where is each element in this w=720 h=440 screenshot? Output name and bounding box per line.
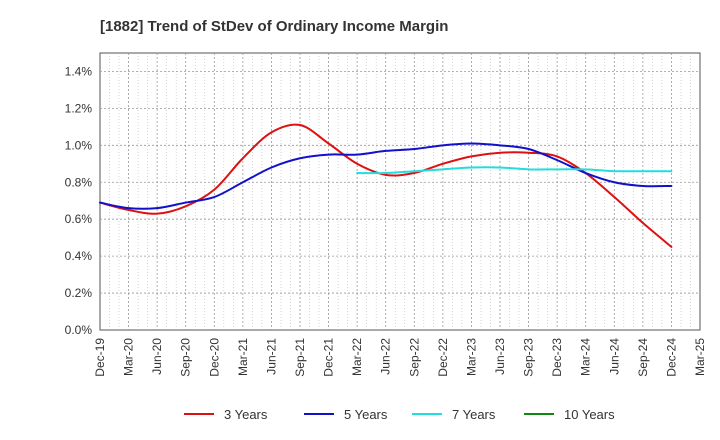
x-tick-label: Sep-20 bbox=[179, 338, 193, 377]
legend-label: 7 Years bbox=[452, 407, 496, 422]
plot-area bbox=[99, 52, 701, 331]
x-tick-label: Dec-23 bbox=[550, 338, 564, 377]
y-axis: 0.0% 0.2% 0.4% 0.6% 0.8% 1.0% 1.2% 1.4% bbox=[65, 64, 93, 337]
x-tick-label: Sep-23 bbox=[522, 338, 536, 377]
y-tick-label: 0.0% bbox=[65, 323, 93, 337]
y-tick-label: 1.0% bbox=[65, 138, 93, 152]
chart-title: [1882] Trend of StDev of Ordinary Income… bbox=[100, 18, 448, 35]
y-tick-label: 1.2% bbox=[65, 101, 93, 115]
x-tick-label: Mar-22 bbox=[350, 338, 364, 376]
x-tick-label: Jun-20 bbox=[150, 338, 164, 375]
x-tick-label: Sep-24 bbox=[636, 338, 650, 377]
series-lines bbox=[99, 123, 673, 248]
x-tick-label: Dec-21 bbox=[322, 338, 336, 377]
x-tick-label: Dec-22 bbox=[436, 338, 450, 377]
x-tick-label: Dec-19 bbox=[93, 338, 107, 377]
x-tick-label: Mar-23 bbox=[464, 338, 478, 376]
x-tick-label: Dec-24 bbox=[664, 338, 678, 377]
legend: 3 Years 5 Years 7 Years 10 Years bbox=[184, 407, 615, 422]
x-tick-label: Sep-22 bbox=[407, 338, 421, 377]
y-tick-label: 1.4% bbox=[65, 64, 93, 78]
legend-label: 10 Years bbox=[564, 407, 615, 422]
y-tick-label: 0.6% bbox=[65, 212, 93, 226]
x-axis: Dec-19 Mar-20 Jun-20 Sep-20 Dec-20 Mar-21 Jun-… bbox=[93, 338, 707, 377]
y-tick-label: 0.4% bbox=[65, 249, 93, 263]
x-tick-label: Jun-24 bbox=[607, 338, 621, 375]
x-tick-label: Mar-20 bbox=[122, 338, 136, 376]
grid bbox=[100, 53, 700, 330]
x-tick-label: Dec-20 bbox=[207, 338, 221, 377]
x-tick-label: Mar-24 bbox=[579, 338, 593, 376]
x-tick-label: Jun-23 bbox=[493, 338, 507, 375]
series-line-3-years bbox=[99, 123, 673, 248]
y-tick-label: 0.2% bbox=[65, 286, 93, 300]
x-tick-label: Sep-21 bbox=[293, 338, 307, 377]
legend-label: 5 Years bbox=[344, 407, 388, 422]
legend-label: 3 Years bbox=[224, 407, 268, 422]
x-tick-label: Mar-25 bbox=[693, 338, 707, 376]
x-tick-label: Jun-22 bbox=[379, 338, 393, 375]
y-tick-label: 0.8% bbox=[65, 175, 93, 189]
x-tick-label: Jun-21 bbox=[264, 338, 278, 375]
x-tick-label: Mar-21 bbox=[236, 338, 250, 376]
series-line-7-years bbox=[356, 166, 673, 175]
